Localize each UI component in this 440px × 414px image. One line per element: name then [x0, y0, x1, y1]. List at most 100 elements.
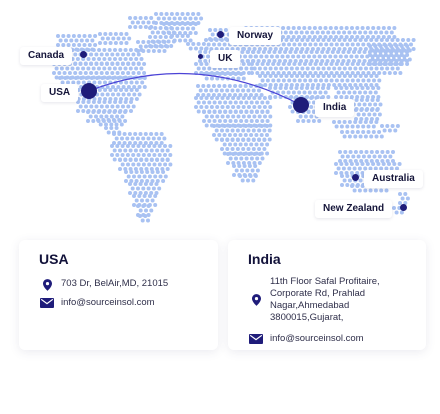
- map-dot: [392, 35, 397, 39]
- map-dot: [227, 133, 232, 137]
- map-dot: [386, 48, 391, 53]
- email-link[interactable]: info@sourceinsol.com: [270, 333, 364, 344]
- map-dot: [393, 128, 398, 133]
- map-dot: [238, 124, 243, 128]
- map-dot: [308, 78, 313, 83]
- map-dot: [281, 62, 286, 66]
- map-dot: [368, 166, 373, 171]
- map-dot: [99, 114, 104, 119]
- map-dot: [148, 26, 152, 30]
- map-dot: [355, 95, 360, 99]
- map-dot: [206, 42, 211, 47]
- map-dot: [127, 141, 132, 145]
- map-dot: [320, 59, 325, 63]
- marker-canada[interactable]: [80, 51, 87, 58]
- map-dot: [377, 78, 382, 83]
- map-dot: [326, 47, 331, 51]
- map-dot: [146, 136, 151, 141]
- map-dot: [253, 164, 258, 168]
- map-dot: [331, 30, 336, 35]
- map-dot: [143, 191, 148, 195]
- map-dot: [286, 90, 291, 95]
- map-dot: [123, 110, 128, 114]
- office-email-usa[interactable]: info@sourceinsol.com: [39, 297, 155, 309]
- map-dot: [73, 76, 78, 80]
- map-dot: [354, 98, 359, 102]
- location-pin-icon: [39, 279, 55, 291]
- map-dot: [217, 110, 222, 114]
- map-dot: [399, 210, 404, 215]
- map-dot: [311, 100, 316, 105]
- map-dot: [305, 30, 309, 35]
- map-dot: [339, 86, 344, 90]
- map-dot: [337, 66, 342, 71]
- map-dot: [345, 42, 350, 47]
- map-dot: [99, 104, 104, 109]
- map-dot: [289, 86, 294, 90]
- map-dot: [376, 162, 381, 166]
- map-dot: [61, 43, 66, 47]
- map-dot: [104, 126, 108, 130]
- marker-usa[interactable]: [81, 83, 97, 99]
- map-dot: [138, 16, 143, 20]
- map-dot: [325, 50, 330, 54]
- map-dot: [113, 48, 117, 52]
- map-dot: [115, 144, 120, 148]
- map-dot: [389, 53, 394, 57]
- map-dot: [212, 119, 217, 123]
- map-dot: [277, 50, 282, 54]
- map-dot: [281, 26, 286, 30]
- map-dot: [126, 85, 131, 89]
- marker-india[interactable]: [293, 97, 309, 113]
- map-dot: [311, 119, 316, 123]
- map-dot: [225, 128, 230, 133]
- map-dot: [392, 26, 397, 30]
- map-dot: [97, 66, 101, 71]
- marker-uk[interactable]: [198, 54, 203, 59]
- map-dot: [83, 71, 88, 75]
- map-dot: [106, 130, 111, 135]
- map-dot: [143, 214, 148, 218]
- marker-norway[interactable]: [217, 31, 224, 38]
- map-dot: [160, 148, 165, 153]
- map-dot: [84, 76, 89, 80]
- map-dot: [363, 90, 368, 95]
- map-dot: [357, 59, 362, 63]
- map-dot: [196, 100, 201, 105]
- map-dot: [314, 50, 319, 54]
- map-dot: [131, 71, 136, 75]
- office-email-india[interactable]: info@sourceinsol.com: [248, 333, 364, 345]
- map-dot: [374, 83, 379, 87]
- map-dot: [112, 157, 117, 162]
- map-dot: [358, 47, 363, 51]
- map-dot: [144, 208, 148, 213]
- map-dot: [152, 144, 157, 148]
- map-dot: [308, 62, 313, 66]
- marker-australia[interactable]: [352, 174, 359, 181]
- map-dot: [295, 83, 300, 87]
- map-dot: [328, 54, 333, 59]
- map-dot: [222, 124, 227, 128]
- map-dot: [367, 154, 372, 159]
- map-dot: [128, 148, 133, 153]
- map-dot: [133, 167, 138, 171]
- map-dot: [328, 35, 333, 39]
- map-dot: [261, 50, 266, 54]
- marker-new-zealand[interactable]: [400, 204, 407, 211]
- map-dot: [95, 76, 100, 80]
- map-dot: [217, 93, 222, 97]
- map-dot: [289, 83, 294, 87]
- map-dot: [355, 124, 360, 129]
- map-dot: [169, 12, 174, 16]
- map-dot: [138, 25, 143, 29]
- map-dot: [141, 40, 146, 44]
- map-dot: [136, 20, 140, 25]
- map-dot: [353, 38, 358, 42]
- map-dot: [321, 74, 326, 78]
- email-link[interactable]: info@sourceinsol.com: [61, 297, 155, 308]
- map-dot: [234, 168, 239, 173]
- map-dot: [211, 93, 216, 97]
- map-dot: [259, 54, 264, 59]
- map-dot: [112, 66, 117, 71]
- address-line: 11th Floor Safal Profitaire,: [270, 276, 380, 287]
